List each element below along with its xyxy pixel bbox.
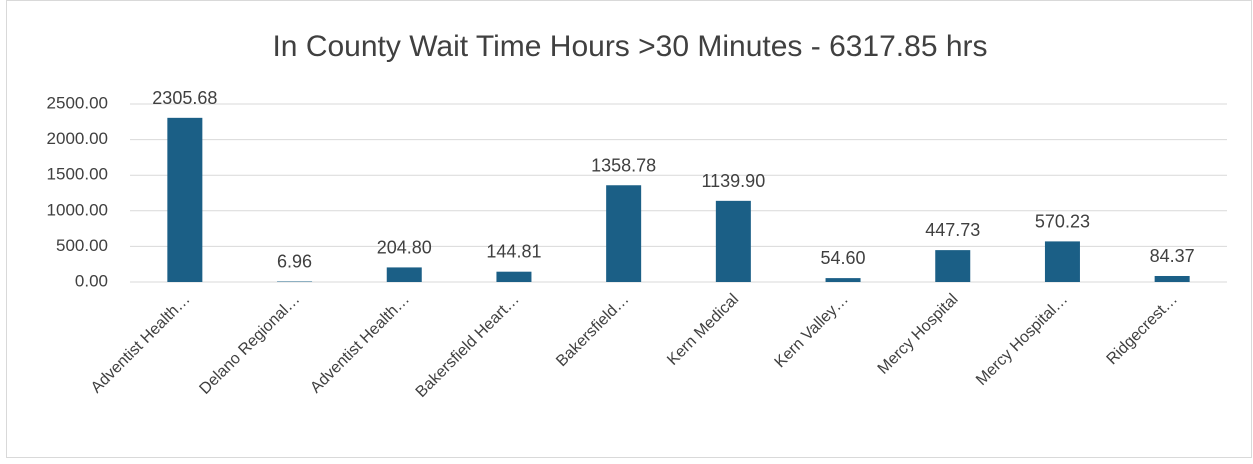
value-label: 1358.78 [591,155,656,175]
bar [716,201,751,282]
value-label: 1139.90 [701,171,765,191]
bar [167,118,202,282]
bar [1045,241,1080,282]
value-label: 2305.68 [152,88,217,108]
y-tick-label: 1500.00 [47,165,108,184]
bar [496,272,531,282]
bar [1155,276,1190,282]
y-tick-label: 1000.00 [47,200,108,219]
bar [826,278,861,282]
bar [606,185,641,282]
value-label: 6.96 [277,252,312,272]
value-label: 84.37 [1150,246,1195,266]
value-label: 204.80 [377,237,432,257]
y-tick-label: 2500.00 [47,93,108,112]
bar [387,267,422,282]
bar [935,250,970,282]
value-label: 570.23 [1035,211,1090,231]
y-tick-label: 0.00 [75,271,108,290]
value-label: 54.60 [821,248,866,268]
y-tick-label: 2000.00 [47,129,108,148]
value-label: 144.81 [486,242,541,262]
chart-title: In County Wait Time Hours >30 Minutes - … [272,30,987,63]
value-label: 447.73 [925,220,980,240]
y-tick-label: 500.00 [56,236,108,255]
